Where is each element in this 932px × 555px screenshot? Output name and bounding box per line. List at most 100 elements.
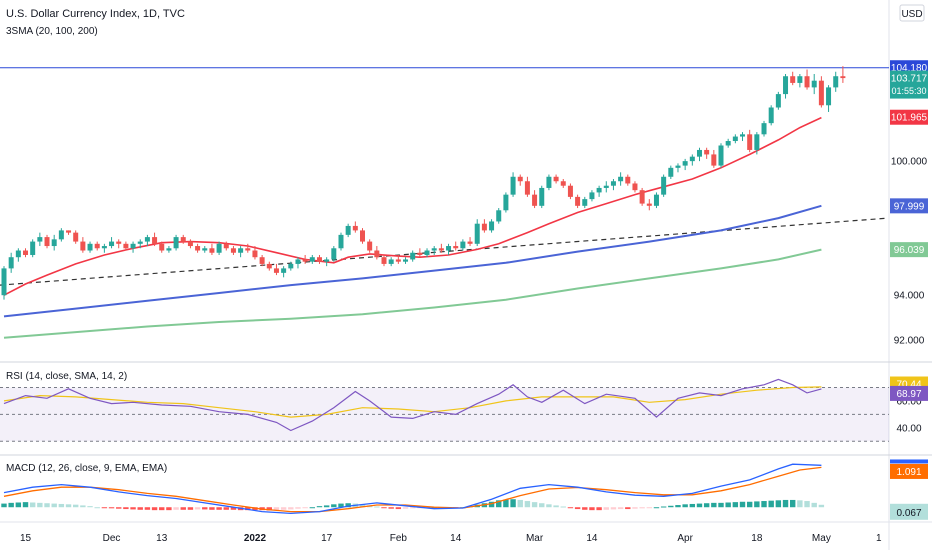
candle-body[interactable] xyxy=(403,259,409,262)
candle-body[interactable] xyxy=(309,257,315,262)
candle-body[interactable] xyxy=(639,190,645,204)
candle-body[interactable] xyxy=(66,230,72,233)
candle-body[interactable] xyxy=(94,243,100,249)
candle-body[interactable] xyxy=(8,257,14,269)
candle-body[interactable] xyxy=(517,176,523,182)
candle-body[interactable] xyxy=(417,252,423,255)
candle-body[interactable] xyxy=(395,259,401,262)
candle-body[interactable] xyxy=(481,223,487,231)
candle-body[interactable] xyxy=(431,248,437,251)
candle-body[interactable] xyxy=(704,149,710,155)
candle-body[interactable] xyxy=(754,134,760,150)
candle-body[interactable] xyxy=(840,76,846,79)
candle-body[interactable] xyxy=(80,241,86,251)
candle-body[interactable] xyxy=(245,248,251,251)
candle-body[interactable] xyxy=(797,76,803,83)
candle-body[interactable] xyxy=(768,107,774,124)
candle-body[interactable] xyxy=(202,248,208,251)
candle-body[interactable] xyxy=(352,225,358,231)
candle-body[interactable] xyxy=(610,181,616,186)
candle-body[interactable] xyxy=(288,263,294,269)
candle-body[interactable] xyxy=(195,246,201,251)
candle-body[interactable] xyxy=(711,154,717,166)
candle-body[interactable] xyxy=(44,237,50,247)
candle-body[interactable] xyxy=(625,176,631,184)
candle-body[interactable] xyxy=(381,257,387,264)
candle-body[interactable] xyxy=(266,263,272,269)
candle-body[interactable] xyxy=(123,243,129,249)
candle-body[interactable] xyxy=(532,194,538,206)
candle-body[interactable] xyxy=(367,241,373,251)
candle-body[interactable] xyxy=(783,76,789,95)
candle-body[interactable] xyxy=(338,234,344,249)
candle-body[interactable] xyxy=(467,241,473,244)
candle-body[interactable] xyxy=(575,196,581,206)
candle-body[interactable] xyxy=(567,185,573,197)
candle-body[interactable] xyxy=(388,259,394,264)
candle-body[interactable] xyxy=(539,187,545,206)
candle-body[interactable] xyxy=(603,185,609,188)
candle-body[interactable] xyxy=(223,243,229,249)
candle-body[interactable] xyxy=(302,259,308,262)
candle-body[interactable] xyxy=(152,237,158,244)
candle-body[interactable] xyxy=(453,246,459,249)
candle-body[interactable] xyxy=(668,167,674,177)
candle-body[interactable] xyxy=(696,149,702,157)
candle-body[interactable] xyxy=(180,237,186,242)
candle-body[interactable] xyxy=(560,181,566,186)
candle-body[interactable] xyxy=(331,248,337,260)
candle-body[interactable] xyxy=(732,136,738,142)
candle-body[interactable] xyxy=(675,165,681,168)
candle-body[interactable] xyxy=(438,248,444,251)
candle-body[interactable] xyxy=(87,243,93,251)
candle-body[interactable] xyxy=(725,141,731,146)
candle-body[interactable] xyxy=(718,145,724,166)
candle-body[interactable] xyxy=(740,134,746,137)
candle-body[interactable] xyxy=(58,230,64,240)
candle-body[interactable] xyxy=(15,250,21,258)
candle-body[interactable] xyxy=(682,161,688,166)
candle-body[interactable] xyxy=(747,134,753,150)
candle-body[interactable] xyxy=(252,250,258,258)
candle-body[interactable] xyxy=(503,194,509,211)
candle-body[interactable] xyxy=(424,250,430,255)
candle-body[interactable] xyxy=(23,250,29,255)
candle-body[interactable] xyxy=(173,237,179,249)
candle-body[interactable] xyxy=(295,259,301,264)
candle-body[interactable] xyxy=(51,239,57,247)
candle-body[interactable] xyxy=(833,76,839,88)
candle-body[interactable] xyxy=(166,248,172,251)
candle-body[interactable] xyxy=(216,243,222,253)
candle-body[interactable] xyxy=(546,176,552,188)
currency-box[interactable] xyxy=(899,4,925,22)
candle-body[interactable] xyxy=(324,259,330,262)
candle-body[interactable] xyxy=(187,241,193,247)
candle-body[interactable] xyxy=(790,76,796,83)
candle-body[interactable] xyxy=(632,183,638,191)
candle-body[interactable] xyxy=(661,176,667,195)
candle-body[interactable] xyxy=(345,225,351,235)
candle-body[interactable] xyxy=(137,241,143,244)
candle-body[interactable] xyxy=(273,268,279,273)
candle-body[interactable] xyxy=(230,248,236,253)
candle-body[interactable] xyxy=(489,221,495,231)
candle-body[interactable] xyxy=(811,80,817,88)
candle-body[interactable] xyxy=(689,156,695,162)
candle-body[interactable] xyxy=(524,181,530,195)
candle-body[interactable] xyxy=(589,192,595,200)
candle-body[interactable] xyxy=(144,237,150,242)
candle-body[interactable] xyxy=(474,223,480,244)
candle-body[interactable] xyxy=(109,241,115,247)
candle-body[interactable] xyxy=(116,241,122,244)
candle-body[interactable] xyxy=(259,257,265,264)
candle-body[interactable] xyxy=(1,268,7,296)
candle-body[interactable] xyxy=(775,94,781,108)
candle-body[interactable] xyxy=(374,250,380,258)
candle-body[interactable] xyxy=(582,199,588,206)
candle-body[interactable] xyxy=(646,203,652,206)
candle-body[interactable] xyxy=(496,210,502,222)
candle-body[interactable] xyxy=(618,176,624,182)
candle-body[interactable] xyxy=(510,176,516,195)
candle-body[interactable] xyxy=(159,243,165,251)
